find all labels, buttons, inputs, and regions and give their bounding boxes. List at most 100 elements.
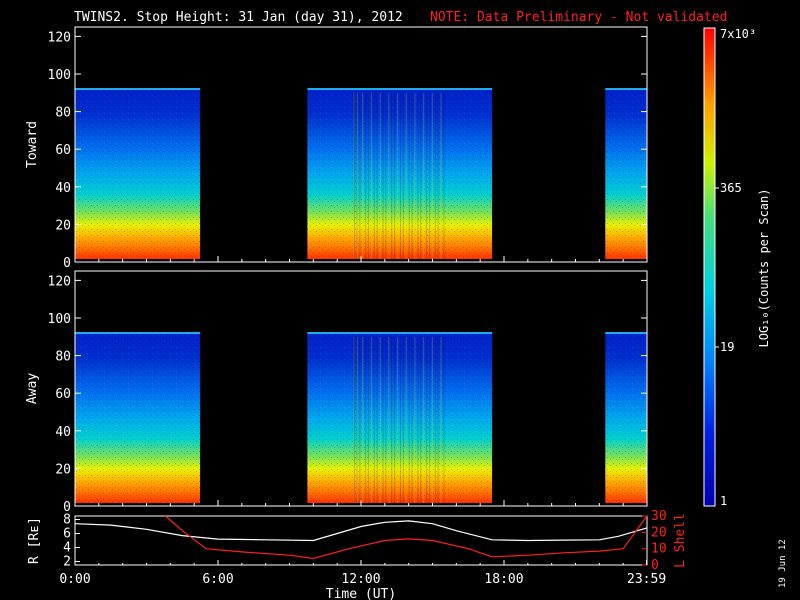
away-striation-29 (437, 337, 439, 503)
away-ylabel: Away (25, 373, 40, 404)
toward-ytick-label-3: 60 (55, 143, 71, 158)
toward-striation-6 (370, 93, 372, 259)
toward-striation-7 (373, 93, 375, 259)
colorbar-tick-19: 19 (720, 340, 734, 354)
toward-ytick-label-0: 0 (63, 256, 71, 271)
away-ytick-label-4: 80 (55, 350, 71, 365)
orbit-right-tick-label-0: 0 (651, 558, 659, 573)
away-striation-27 (431, 337, 433, 503)
toward-striation-21 (414, 93, 416, 259)
toward-striation-31 (443, 93, 445, 259)
away-striation-19 (408, 337, 410, 503)
toward-striation-11 (385, 93, 387, 259)
orbit-right-label: L Shell (673, 513, 688, 568)
away-ytick-label-5: 100 (48, 312, 71, 327)
toward-striation-26 (428, 93, 430, 259)
orbit-left-tick-label-3: 8 (63, 513, 71, 528)
away-striation-4 (365, 337, 367, 503)
away-striation-9 (379, 337, 381, 503)
toward-striation-8 (376, 93, 378, 259)
away-striation-32 (353, 337, 355, 503)
toward-striation-18 (405, 93, 407, 259)
away-ytick-label-3: 60 (55, 387, 71, 402)
away-striation-0 (353, 337, 355, 503)
toward-top-edge-0 (75, 88, 201, 91)
away-top-edge-2 (605, 332, 647, 335)
xtick-label-3: 18:00 (484, 572, 523, 587)
toward-top-edge-1 (307, 88, 493, 91)
xtick-label-2: 12:00 (341, 572, 380, 587)
toward-striation-15 (397, 93, 399, 259)
date-stamp: 19 Jun 12 (778, 539, 788, 588)
away-striation-3 (362, 337, 364, 503)
xtick-label-4: 23:59 (627, 572, 666, 587)
toward-striation-16 (399, 93, 401, 259)
toward-noise-1 (307, 89, 493, 259)
xtick-label-0: 0:00 (59, 572, 90, 587)
orbit-series-l-shell (165, 515, 648, 560)
toward-striation-5 (368, 93, 370, 259)
toward-striation-33 (356, 93, 358, 259)
toward-striation-32 (353, 93, 355, 259)
away-striation-13 (391, 337, 393, 503)
away-striation-22 (417, 337, 419, 503)
away-striation-12 (388, 337, 390, 503)
orbit-left-tick-label-1: 4 (63, 541, 71, 556)
colorbar-tick-1: 1 (720, 494, 727, 508)
toward-ytick-label-5: 100 (48, 68, 71, 83)
orbit-left-tick-label-0: 2 (63, 555, 71, 570)
toward-striation-25 (426, 93, 428, 259)
toward-striation-13 (391, 93, 393, 259)
away-striation-6 (370, 337, 372, 503)
toward-striation-23 (420, 93, 422, 259)
away-striation-31 (443, 337, 445, 503)
orbit-left-tick-label-2: 6 (63, 527, 71, 542)
away-top-edge-0 (75, 332, 201, 335)
away-striation-11 (385, 337, 387, 503)
orbit-right-tick-label-1: 10 (651, 542, 667, 557)
away-striation-28 (434, 337, 436, 503)
colorbar-tick-max: 7x10³ (720, 27, 756, 41)
away-striation-2 (359, 337, 361, 503)
colorbar (703, 27, 716, 507)
toward-striation-20 (411, 93, 413, 259)
orbit-right-tick-label-2: 20 (651, 525, 667, 540)
toward-striation-29 (437, 93, 439, 259)
toward-striation-3 (362, 93, 364, 259)
orbit-series-r (74, 520, 648, 542)
toward-striation-2 (359, 93, 361, 259)
toward-striation-9 (379, 93, 381, 259)
away-striation-25 (426, 337, 428, 503)
toward-ylabel: Toward (25, 121, 40, 168)
toward-striation-0 (353, 93, 355, 259)
away-striation-14 (394, 337, 396, 503)
away-striation-5 (368, 337, 370, 503)
away-striation-24 (423, 337, 425, 503)
toward-ytick-label-4: 80 (55, 106, 71, 121)
away-striation-7 (373, 337, 375, 503)
away-striation-10 (382, 337, 384, 503)
toward-striation-27 (431, 93, 433, 259)
toward-top-edge-2 (605, 88, 647, 91)
away-striation-15 (397, 337, 399, 503)
away-striation-33 (356, 337, 358, 503)
away-ytick-label-1: 20 (55, 462, 71, 477)
toward-striation-14 (394, 93, 396, 259)
colorbar-label: LOG₁₀(Counts per Scan) (757, 189, 771, 348)
orbit-left-label: R [Rᴇ] (27, 517, 42, 564)
away-striation-30 (440, 337, 442, 503)
orbit-right-tick-label-3: 30 (651, 509, 667, 524)
toward-ytick-label-1: 20 (55, 218, 71, 233)
toward-ytick-label-2: 40 (55, 181, 71, 196)
toward-noise-0 (75, 89, 201, 259)
toward-striation-10 (382, 93, 384, 259)
away-striation-26 (428, 337, 430, 503)
toward-striation-4 (365, 93, 367, 259)
away-ytick-label-2: 40 (55, 425, 71, 440)
away-ytick-label-6: 120 (48, 274, 71, 289)
toward-striation-19 (408, 93, 410, 259)
away-striation-20 (411, 337, 413, 503)
preliminary-note: NOTE: Data Preliminary - Not validated (430, 10, 727, 25)
xtick-label-1: 6:00 (202, 572, 233, 587)
away-striation-8 (376, 337, 378, 503)
